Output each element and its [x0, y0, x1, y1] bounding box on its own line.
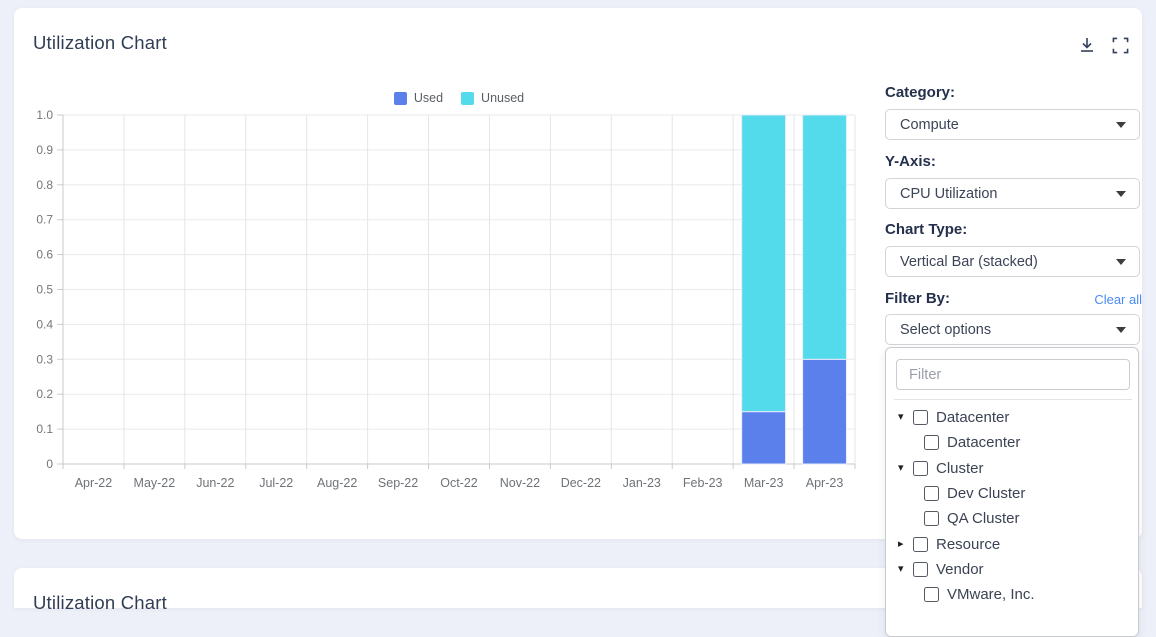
chart-type-value: Vertical Bar (stacked): [900, 253, 1038, 270]
tree-item-label: Datacenter: [936, 409, 1010, 427]
chart-type-label: Chart Type:: [885, 221, 968, 238]
filter-by-value: Select options: [900, 321, 992, 338]
svg-text:0.8: 0.8: [36, 178, 53, 192]
vmware-checkbox[interactable]: [924, 587, 939, 603]
tree-item-label: Dev Cluster: [947, 485, 1026, 503]
clear-all-link[interactable]: Clear all: [1094, 292, 1142, 307]
page-title: Utilization Chart: [33, 32, 167, 53]
y-axis-value: CPU Utilization: [900, 185, 998, 202]
svg-text:Oct-22: Oct-22: [440, 476, 478, 490]
utilization-chart-card: Utilization Chart Used Unused 0 0.1 0.2 0.3 0…: [14, 8, 1142, 539]
tree-item-datacenter: ▾ Datacenter: [886, 405, 1138, 430]
svg-text:Dec-22: Dec-22: [561, 476, 601, 490]
chart-canvas: 0 0.1 0.2 0.3 0.4 0.5 0.6 0.7 0.8 0.9 1.0 Apr-22 May…: [36, 108, 856, 490]
svg-text:0.1: 0.1: [36, 422, 53, 436]
caret-down-icon[interactable]: ▾: [898, 461, 904, 474]
chart-type-select[interactable]: Vertical Bar (stacked): [885, 246, 1140, 277]
qa-cluster-checkbox[interactable]: [924, 511, 939, 527]
svg-text:Nov-22: Nov-22: [500, 476, 540, 490]
svg-text:0.6: 0.6: [36, 248, 53, 262]
card-toolbar: [1077, 35, 1130, 55]
chevron-down-icon: [1116, 327, 1126, 333]
svg-text:Feb-23: Feb-23: [683, 476, 723, 490]
svg-text:0.5: 0.5: [36, 283, 53, 297]
tree-item-dev-cluster: Dev Cluster: [886, 481, 1138, 506]
tree-item-label: Cluster: [936, 459, 984, 477]
download-button[interactable]: [1077, 35, 1097, 55]
resource-checkbox[interactable]: [913, 536, 928, 552]
y-axis-label: Y-Axis:: [885, 153, 936, 170]
tree-item-qa-cluster: QA Cluster: [886, 506, 1138, 531]
filter-search-input[interactable]: [896, 359, 1130, 390]
category-value: Compute: [900, 116, 959, 133]
bar-segment-unused-Apr-23[interactable]: [802, 114, 847, 360]
filter-by-select[interactable]: Select options: [885, 314, 1140, 345]
svg-text:0: 0: [46, 457, 53, 471]
datacenter-child-checkbox[interactable]: [924, 435, 939, 451]
svg-text:0.9: 0.9: [36, 143, 53, 157]
svg-text:Apr-22: Apr-22: [75, 476, 113, 490]
svg-text:0.3: 0.3: [36, 352, 53, 366]
caret-down-icon[interactable]: ▾: [898, 562, 904, 575]
tree-item-label: Datacenter: [947, 434, 1021, 452]
cluster-checkbox[interactable]: [913, 460, 928, 476]
svg-text:0.4: 0.4: [36, 317, 53, 331]
second-card-title: Utilization Chart: [33, 592, 167, 613]
fullscreen-icon: [1112, 37, 1128, 53]
chevron-down-icon: [1116, 191, 1126, 197]
bar-segment-unused-Mar-23[interactable]: [741, 114, 787, 413]
legend-label: Unused: [481, 91, 525, 105]
datacenter-checkbox[interactable]: [913, 410, 928, 426]
svg-text:Jun-22: Jun-22: [196, 476, 234, 490]
filter-tree: ▾ Datacenter Datacenter ▾ Cluster Dev Cl…: [886, 405, 1138, 607]
legend-swatch-icon: [393, 91, 407, 105]
download-icon: [1081, 38, 1093, 52]
svg-text:0.7: 0.7: [36, 213, 53, 227]
svg-text:Apr-23: Apr-23: [806, 476, 844, 490]
bar-segment-used-Apr-23[interactable]: [802, 358, 847, 465]
legend-item[interactable]: Unused: [461, 91, 524, 105]
bar-segment-used-Mar-23[interactable]: [741, 411, 787, 465]
category-select[interactable]: Compute: [885, 109, 1140, 140]
tree-item-vendor: ▾ Vendor: [886, 557, 1138, 582]
legend-item[interactable]: Used: [393, 91, 444, 105]
legend-swatch-icon: [461, 91, 475, 105]
svg-text:Jan-23: Jan-23: [623, 476, 661, 490]
tree-item-label: Vendor: [936, 560, 984, 578]
legend-label: Used: [413, 91, 444, 105]
caret-down-icon[interactable]: ▾: [898, 411, 904, 424]
svg-text:Sep-22: Sep-22: [378, 476, 418, 490]
fullscreen-button[interactable]: [1110, 35, 1130, 55]
chevron-down-icon: [1116, 259, 1126, 265]
svg-text:0.2: 0.2: [36, 387, 53, 401]
tree-item-label: VMware, Inc.: [947, 586, 1035, 604]
tree-item-label: Resource: [936, 535, 1001, 553]
chart-legend: Used Unused: [63, 91, 855, 105]
tree-item-datacenter-child: Datacenter: [886, 430, 1138, 455]
tree-item-label: QA Cluster: [947, 510, 1020, 528]
svg-text:Mar-23: Mar-23: [744, 476, 784, 490]
category-label: Category:: [885, 84, 956, 101]
svg-text:Jul-22: Jul-22: [259, 476, 293, 490]
y-axis-select[interactable]: CPU Utilization: [885, 178, 1140, 209]
dashboard-page: { "card": { "title": "Utilization Chart"…: [14, 8, 1142, 637]
tree-item-resource: ▸ Resource: [886, 531, 1138, 556]
tree-item-cluster: ▾ Cluster: [886, 456, 1138, 481]
svg-text:Aug-22: Aug-22: [317, 476, 357, 490]
panel-divider: [894, 399, 1132, 400]
dev-cluster-checkbox[interactable]: [924, 486, 939, 502]
chevron-down-icon: [1116, 122, 1126, 128]
svg-text:May-22: May-22: [134, 476, 176, 490]
svg-text:1.0: 1.0: [36, 108, 53, 122]
vendor-checkbox[interactable]: [913, 561, 928, 577]
tree-item-vmware: VMware, Inc.: [886, 582, 1138, 607]
caret-right-icon[interactable]: ▸: [898, 537, 904, 550]
filter-options-panel: ▾ Datacenter Datacenter ▾ Cluster Dev Cl…: [885, 347, 1139, 637]
filter-by-label: Filter By:: [885, 290, 951, 307]
